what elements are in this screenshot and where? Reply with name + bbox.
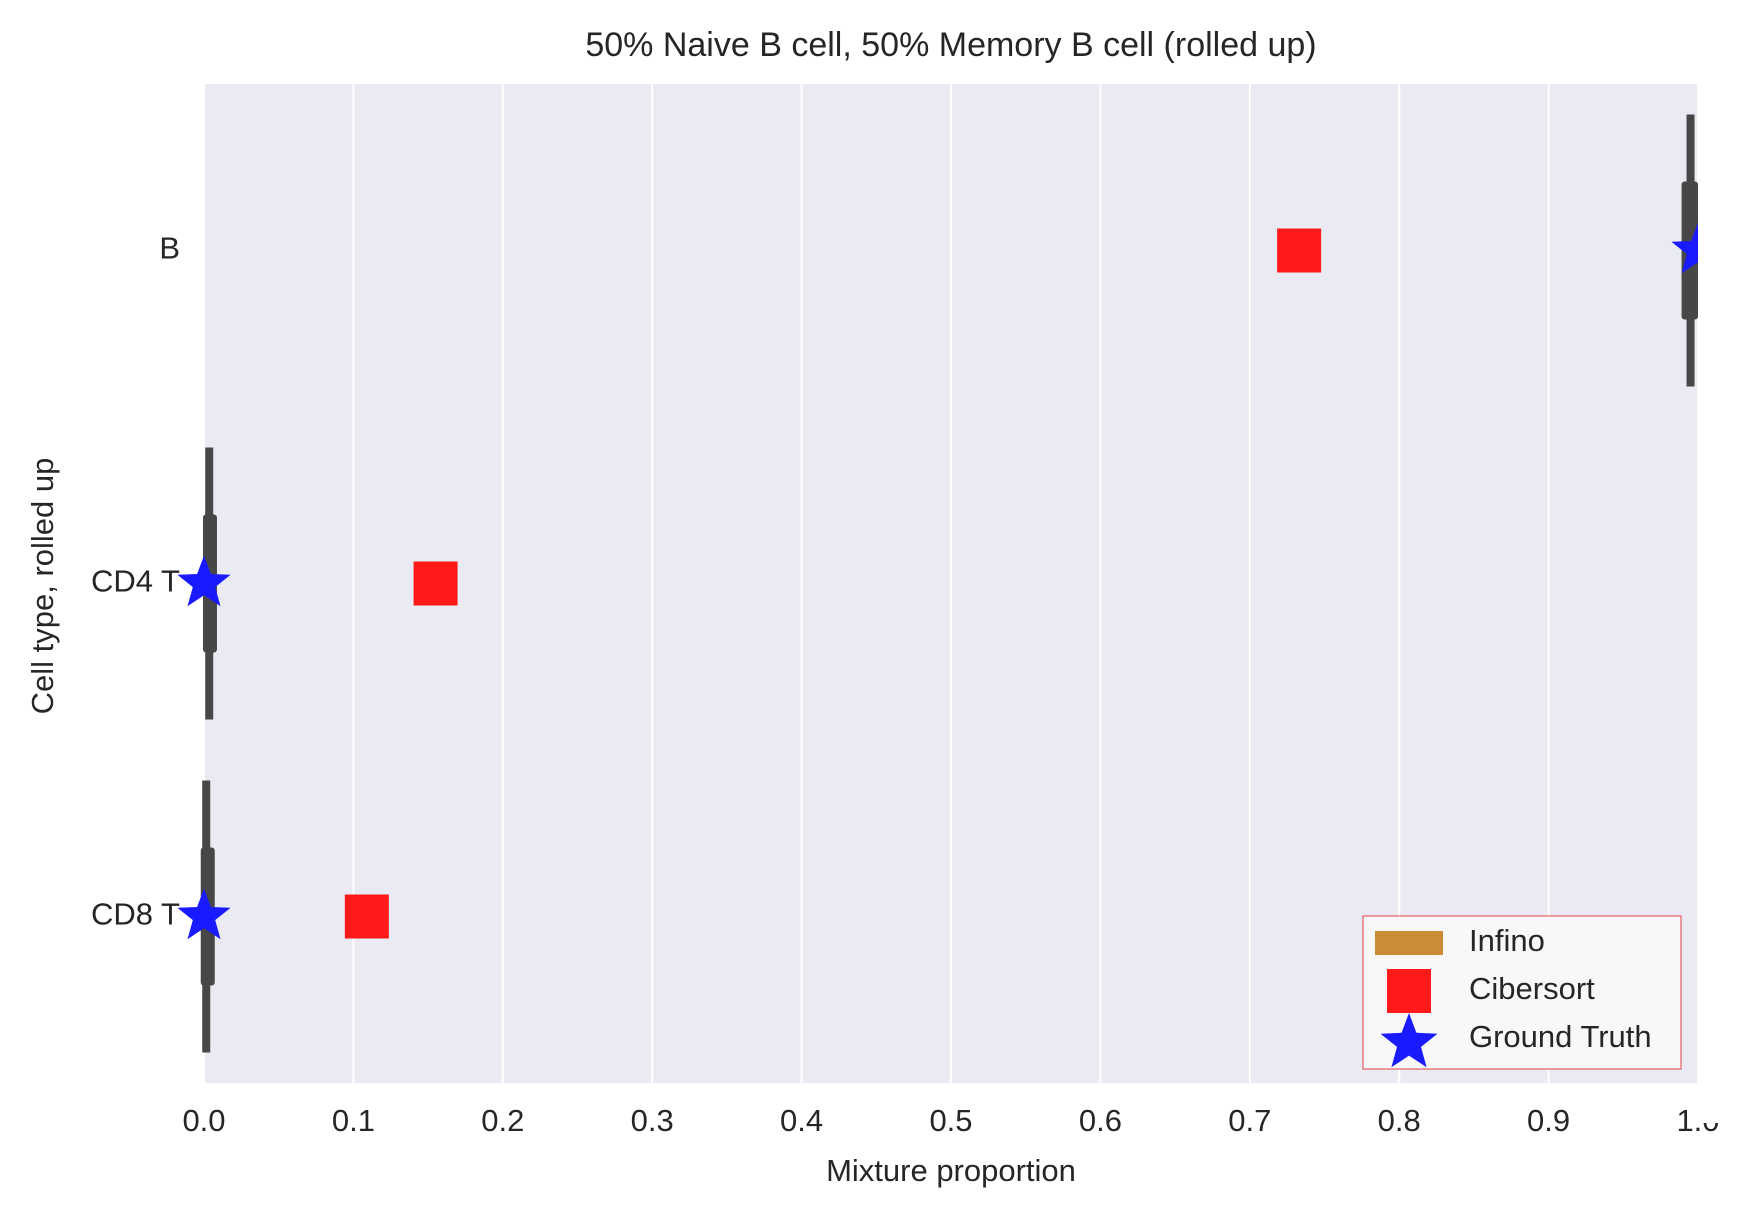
x-tick-label: 0.8 (1378, 1103, 1421, 1138)
x-tick-label: 0.7 (1228, 1103, 1271, 1138)
x-tick-label: 0.2 (481, 1103, 524, 1138)
legend-label: Ground Truth (1469, 1019, 1652, 1054)
y-axis-label: Cell type, rolled up (25, 458, 60, 715)
x-tick-label: 0.0 (182, 1103, 225, 1138)
cibersort-marker (344, 894, 389, 939)
ground-truth-marker (177, 555, 231, 607)
cibersort-marker (1277, 228, 1322, 273)
x-tick-label: 0.6 (1079, 1103, 1122, 1138)
y-tick-label: B (159, 231, 180, 266)
legend-label: Infino (1469, 923, 1545, 958)
chart-title: 50% Naive B cell, 50% Memory B cell (rol… (585, 26, 1316, 64)
ground-truth-marker (177, 888, 231, 940)
y-tick-label: CD8 T (91, 897, 180, 932)
legend-swatch (1387, 969, 1431, 1013)
plot-edge-mask (1698, 44, 1742, 1123)
x-tick-label: 0.5 (929, 1103, 972, 1138)
x-tick-label: 0.9 (1527, 1103, 1570, 1138)
legend-swatch (1375, 931, 1443, 955)
legend-swatch (1380, 1013, 1438, 1068)
legend: Infino Cibersort Ground Truth (1362, 915, 1682, 1070)
x-tick-label: 0.1 (332, 1103, 375, 1138)
x-tick-label: 0.3 (631, 1103, 674, 1138)
x-tick-label: 0.4 (780, 1103, 823, 1138)
y-tick-label: CD4 T (91, 564, 180, 599)
x-axis-label: Mixture proportion (826, 1153, 1076, 1188)
cibersort-marker (413, 561, 458, 606)
legend-label: Cibersort (1469, 971, 1595, 1006)
